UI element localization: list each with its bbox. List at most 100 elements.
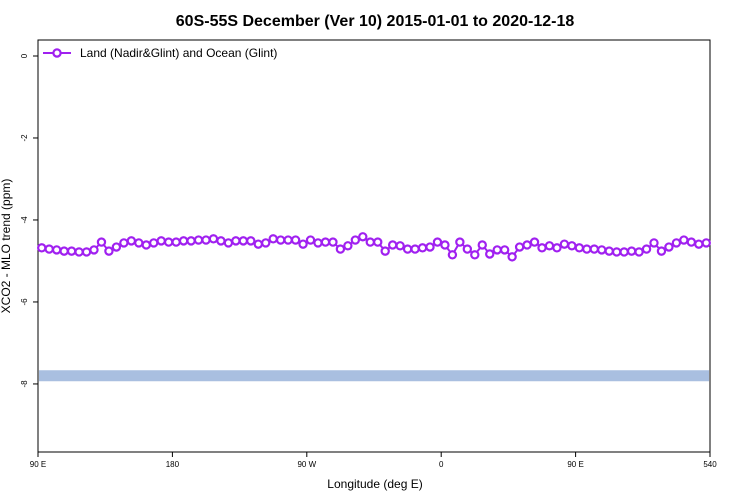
x-tick-label: 90 E	[30, 460, 46, 469]
data-point	[305, 235, 316, 245]
data-point	[246, 236, 256, 246]
data-point	[51, 245, 62, 255]
data-point	[111, 242, 122, 252]
data-point	[597, 245, 607, 255]
data-point	[96, 237, 107, 247]
data-point	[649, 238, 659, 248]
y-tick-label: -2	[20, 134, 29, 142]
data-point	[514, 242, 525, 252]
data-point	[619, 247, 629, 257]
data-point	[290, 235, 301, 245]
data-point	[320, 237, 331, 247]
data-point	[499, 245, 510, 255]
data-point	[522, 240, 532, 250]
data-point	[462, 244, 473, 254]
data-point	[283, 235, 293, 245]
data-point	[447, 250, 458, 260]
data-point	[141, 240, 151, 250]
data-point	[208, 234, 219, 244]
data-point	[432, 237, 443, 247]
data-point	[223, 238, 234, 248]
x-tick-label: 90 E	[567, 460, 583, 469]
x-tick-label: 90 W	[297, 460, 316, 469]
data-point	[74, 247, 84, 257]
data-point	[104, 246, 114, 256]
y-tick-label: -8	[20, 380, 29, 388]
data-point	[671, 238, 682, 248]
data-point	[440, 240, 450, 250]
data-point	[298, 239, 308, 249]
data-point	[126, 236, 137, 246]
y-tick-label: -6	[20, 298, 29, 306]
data-point	[365, 237, 375, 247]
data-point	[529, 237, 540, 247]
data-point	[634, 247, 644, 257]
x-tick-label: 0	[439, 460, 444, 469]
data-point	[313, 238, 323, 248]
data-point	[44, 244, 54, 254]
legend-marker	[52, 48, 62, 58]
y-tick-label: -4	[20, 216, 29, 224]
data-point	[679, 235, 689, 245]
data-point	[410, 244, 420, 254]
data-point	[201, 235, 211, 245]
data-point	[231, 236, 241, 246]
x-tick-label: 540	[703, 460, 717, 469]
data-point	[417, 243, 428, 253]
data-point	[395, 241, 405, 251]
data-point	[387, 240, 398, 250]
data-point	[193, 235, 204, 245]
data-point	[134, 238, 144, 248]
data-point	[604, 246, 614, 256]
data-point	[686, 237, 697, 247]
data-point	[694, 239, 704, 249]
data-point	[275, 235, 286, 245]
data-point	[373, 237, 383, 247]
data-point	[641, 244, 652, 254]
data-point	[380, 246, 390, 256]
data-point	[589, 244, 599, 254]
data-point	[186, 236, 196, 246]
data-point	[328, 237, 338, 247]
data-point	[37, 243, 47, 253]
data-point	[59, 246, 69, 256]
data-point	[119, 238, 129, 248]
data-point	[238, 236, 249, 246]
data-point	[261, 238, 271, 248]
data-point	[163, 237, 174, 247]
data-point	[574, 243, 585, 253]
data-point	[567, 241, 577, 251]
data-point	[656, 246, 667, 256]
data-point	[402, 244, 413, 254]
data-point	[343, 241, 353, 251]
data-point	[455, 237, 465, 247]
data-point	[171, 237, 181, 247]
data-point	[552, 243, 562, 253]
data-point	[89, 245, 99, 255]
data-point	[701, 238, 711, 248]
data-point	[626, 246, 637, 256]
data-point	[268, 234, 278, 244]
data-point	[664, 242, 674, 252]
data-point	[544, 241, 555, 251]
data-point	[335, 244, 346, 254]
data-point	[470, 250, 480, 260]
data-point	[216, 236, 226, 246]
data-point	[178, 236, 189, 246]
data-point	[425, 242, 435, 252]
data-point	[477, 240, 487, 250]
data-point	[66, 246, 77, 256]
chart-title: 60S-55S December (Ver 10) 2015-01-01 to …	[176, 13, 575, 30]
data-point	[81, 247, 92, 257]
y-axis-label: XCO2 - MLO trend (ppm)	[0, 179, 13, 314]
data-point	[350, 235, 361, 245]
data-point	[559, 239, 570, 249]
data-point	[149, 238, 159, 248]
data-point	[492, 245, 502, 255]
data-point	[537, 243, 547, 253]
data-point	[611, 247, 622, 257]
data-point	[485, 249, 495, 259]
legend-label: Land (Nadir&Glint) and Ocean (Glint)	[80, 46, 277, 60]
x-axis-label: Longitude (deg E)	[327, 477, 422, 491]
